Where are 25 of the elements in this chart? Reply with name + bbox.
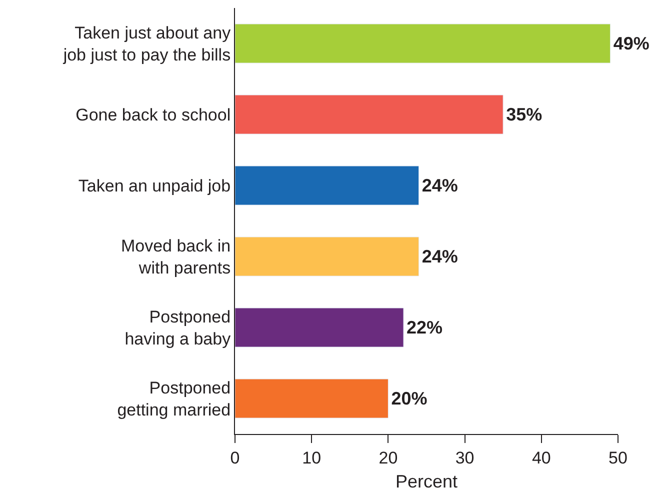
x-tick-label: 50	[608, 448, 628, 468]
data-label: 35%	[506, 104, 542, 125]
y-tick-label: Taken just about any job just to pay the bills	[62, 23, 232, 64]
bar	[235, 308, 404, 348]
x-tick-label: 0	[230, 448, 240, 468]
y-tick-label: Postponed having a baby	[124, 307, 232, 348]
y-tick-label: Moved back in with parents	[120, 236, 231, 278]
data-label: 20%	[391, 388, 428, 409]
y-tick-label: Postponed getting married	[117, 378, 231, 420]
bar	[235, 24, 611, 64]
data-label: 24%	[422, 176, 458, 196]
data-label: 49%	[613, 34, 650, 54]
x-tick-label: 20	[378, 448, 398, 468]
data-label: 22%	[406, 318, 443, 338]
x-tick-label: 10	[302, 448, 322, 468]
data-label: 24%	[422, 246, 458, 267]
y-tick-label: Taken an unpaid job	[78, 176, 231, 196]
bar	[235, 236, 420, 276]
bar	[235, 378, 388, 418]
x-tick-label: 30	[455, 448, 474, 468]
x-axis-title: Percent	[395, 472, 458, 492]
bar	[235, 94, 504, 134]
bar	[235, 166, 420, 206]
x-tick-label: 40	[532, 448, 551, 468]
y-tick-label: Gone back to school	[76, 105, 231, 124]
